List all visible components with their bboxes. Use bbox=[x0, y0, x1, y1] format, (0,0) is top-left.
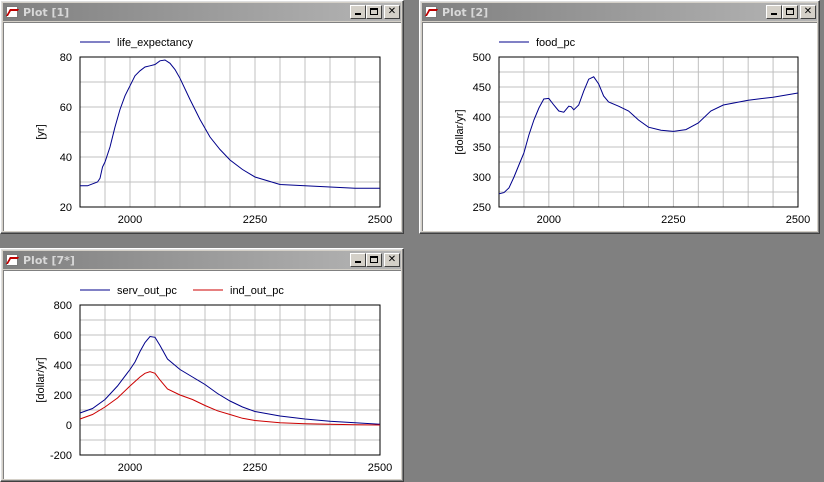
x-tick-label: 2500 bbox=[786, 214, 810, 226]
minimize-button[interactable] bbox=[350, 253, 366, 267]
title-bar[interactable]: Plot [1] ✕ bbox=[3, 3, 401, 21]
plot-frame bbox=[79, 56, 381, 208]
legend-label: serv_out_pc bbox=[117, 285, 177, 297]
plot-frame bbox=[79, 304, 381, 456]
close-button[interactable]: ✕ bbox=[800, 5, 816, 19]
plot-app-icon bbox=[425, 6, 437, 18]
y-tick-label: 40 bbox=[60, 152, 72, 164]
series-line-food-pc bbox=[498, 76, 799, 195]
y-tick-label: 350 bbox=[473, 142, 491, 154]
y-tick-label: 600 bbox=[54, 330, 72, 342]
plot-area[interactable]: 2000 2250 2500 20 40 60 80 [yr] life_expectancy bbox=[3, 22, 401, 231]
y-tick-label: 800 bbox=[54, 300, 72, 312]
y-tick-label: 400 bbox=[473, 112, 491, 124]
plot-frame bbox=[498, 56, 799, 208]
plot-app-icon bbox=[6, 254, 18, 266]
window-title: Plot [1] bbox=[23, 5, 70, 19]
window-title: Plot [2] bbox=[442, 5, 489, 19]
x-tick-label: 2250 bbox=[243, 462, 267, 474]
maximize-button[interactable] bbox=[366, 5, 382, 19]
y-tick-label: 500 bbox=[473, 52, 491, 64]
plot-app-icon bbox=[6, 6, 18, 18]
minimize-button[interactable] bbox=[350, 5, 366, 19]
y-tick-label: 60 bbox=[60, 102, 72, 114]
series-line-serv-out-pc bbox=[79, 335, 381, 425]
y-axis-label: [yr] bbox=[35, 124, 47, 139]
plot-window-7[interactable]: Plot [7*] ✕ 2000 2250 2500 -200 0 200 400 600 80… bbox=[0, 248, 404, 482]
chart-plot-7[interactable]: 2000 2250 2500 -200 0 200 400 600 800 [dollar/yr]… bbox=[4, 271, 402, 480]
series-line-ind-out-pc bbox=[79, 371, 381, 426]
x-tick-label: 2250 bbox=[243, 214, 267, 226]
maximize-button[interactable] bbox=[782, 5, 798, 19]
series-line-life-expectancy bbox=[80, 59, 380, 189]
y-axis-label: [dollar/yr] bbox=[454, 109, 466, 154]
x-tick-label: 2000 bbox=[118, 462, 142, 474]
y-tick-label: 200 bbox=[54, 390, 72, 402]
minimize-button[interactable] bbox=[766, 5, 782, 19]
x-tick-label: 2500 bbox=[368, 214, 392, 226]
y-tick-label: 400 bbox=[54, 360, 72, 372]
legend-label: ind_out_pc bbox=[230, 285, 284, 297]
y-tick-label: 80 bbox=[60, 52, 72, 64]
y-tick-label: 250 bbox=[473, 202, 491, 214]
x-tick-label: 2250 bbox=[661, 214, 685, 226]
y-tick-label: 450 bbox=[473, 82, 491, 94]
plot-window-2[interactable]: Plot [2] ✕ 2000 2250 2500 250 300 350 400 450 50… bbox=[419, 0, 820, 234]
title-bar[interactable]: Plot [2] ✕ bbox=[422, 3, 817, 21]
legend-label: life_expectancy bbox=[117, 37, 193, 49]
y-tick-label: -200 bbox=[50, 450, 72, 462]
y-axis-label: [dollar/yr] bbox=[35, 357, 47, 402]
close-button[interactable]: ✕ bbox=[384, 253, 400, 267]
x-tick-label: 2000 bbox=[118, 214, 142, 226]
legend-label: food_pc bbox=[536, 37, 576, 49]
chart-plot-1[interactable]: 2000 2250 2500 20 40 60 80 [yr] life_expectancy bbox=[4, 23, 402, 232]
maximize-button[interactable] bbox=[366, 253, 382, 267]
y-tick-label: 20 bbox=[60, 202, 72, 214]
chart-plot-2[interactable]: 2000 2250 2500 250 300 350 400 450 500 [dollar/yr… bbox=[423, 23, 818, 232]
plot-area[interactable]: 2000 2250 2500 -200 0 200 400 600 800 [dollar/yr]… bbox=[3, 270, 401, 479]
y-tick-label: 300 bbox=[473, 172, 491, 184]
plot-area[interactable]: 2000 2250 2500 250 300 350 400 450 500 [dollar/yr… bbox=[422, 22, 817, 231]
title-bar[interactable]: Plot [7*] ✕ bbox=[3, 251, 401, 269]
x-tick-label: 2000 bbox=[537, 214, 561, 226]
plot-window-1[interactable]: Plot [1] ✕ 2000 2250 2500 20 40 60 80 [yr] life_… bbox=[0, 0, 404, 234]
x-tick-label: 2500 bbox=[368, 462, 392, 474]
window-title: Plot [7*] bbox=[23, 253, 75, 267]
close-button[interactable]: ✕ bbox=[384, 5, 400, 19]
y-tick-label: 0 bbox=[66, 420, 72, 432]
